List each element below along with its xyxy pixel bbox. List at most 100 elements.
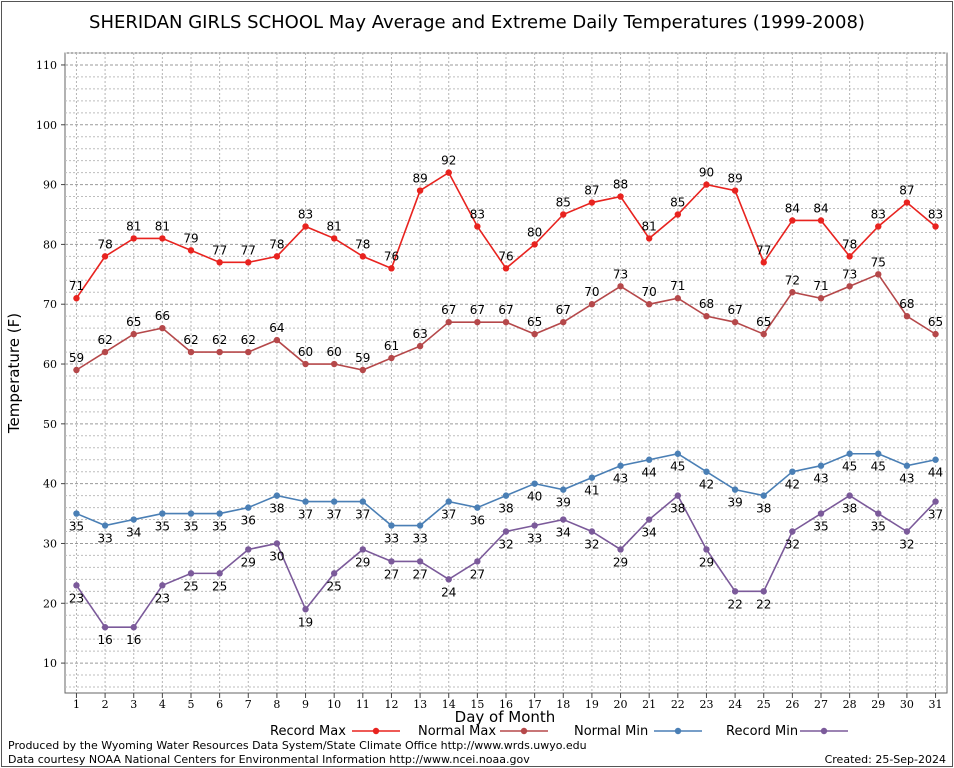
point-normal-min <box>416 522 424 529</box>
x-tick-label: 14 <box>442 698 456 711</box>
point-normal-max <box>273 336 281 344</box>
data-label-record-min: 37 <box>928 508 943 522</box>
data-label-record-min: 33 <box>527 532 542 546</box>
x-tick-label: 12 <box>384 698 398 711</box>
point-record-min <box>703 546 710 553</box>
data-label-record-max: 76 <box>498 249 513 263</box>
data-label-normal-max: 59 <box>355 351 370 365</box>
point-record-max <box>330 235 338 242</box>
point-normal-min <box>932 456 939 463</box>
point-normal-min <box>617 462 624 469</box>
point-record-max <box>789 217 796 224</box>
data-label-record-min: 35 <box>871 520 886 534</box>
x-tick-label: 22 <box>671 698 685 711</box>
point-record-min <box>731 588 739 595</box>
footer-produced-by: Produced by the Wyoming Water Resources … <box>8 739 587 752</box>
data-label-normal-min: 35 <box>212 520 227 534</box>
point-normal-max <box>73 366 80 374</box>
x-tick-label: 29 <box>871 698 885 711</box>
point-record-max <box>73 295 80 302</box>
data-label-normal-max: 64 <box>269 321 284 335</box>
data-labels: 71 78 81 81 79 77 77 78 83 81 78 76 89 92 83 76 80 85 87 88… <box>69 154 943 648</box>
legend: Record Max Normal Max Normal Min Record Min <box>270 724 848 739</box>
legend-marker-normal-min <box>674 727 682 735</box>
point-record-max <box>502 265 510 272</box>
legend-label-record-max: Record Max <box>270 724 346 739</box>
point-normal-min <box>159 510 166 517</box>
point-record-max <box>416 187 424 194</box>
data-label-normal-max: 67 <box>727 303 742 317</box>
data-label-normal-min: 45 <box>670 460 685 474</box>
x-tick-label: 17 <box>528 698 542 711</box>
point-normal-min <box>216 510 223 517</box>
point-record-max <box>760 259 767 266</box>
y-tick-label: 60 <box>43 358 57 371</box>
data-label-normal-max: 70 <box>584 285 599 299</box>
x-tick-label: 1 <box>73 698 80 711</box>
data-label-normal-min: 39 <box>727 496 742 510</box>
data-label-record-max: 87 <box>584 184 599 198</box>
data-label-record-min: 34 <box>642 526 657 540</box>
legend-label-record-min: Record Min <box>726 724 798 739</box>
data-label-normal-min: 36 <box>470 514 485 528</box>
legend-label-normal-max: Normal Max <box>418 724 496 739</box>
data-label-record-max: 71 <box>69 279 84 293</box>
point-normal-min <box>560 486 567 493</box>
point-normal-max <box>588 301 596 308</box>
data-label-normal-max: 62 <box>97 333 112 347</box>
data-label-record-min: 30 <box>269 549 284 563</box>
data-label-normal-min: 37 <box>441 508 456 522</box>
data-label-record-max: 83 <box>470 207 485 221</box>
data-label-normal-min: 38 <box>498 502 513 516</box>
data-label-normal-min: 37 <box>327 508 342 522</box>
data-label-record-max: 80 <box>527 225 542 239</box>
point-record-min <box>273 540 281 547</box>
data-label-normal-min: 42 <box>699 478 714 492</box>
y-tick-label: 90 <box>43 179 57 192</box>
data-label-normal-max: 65 <box>527 315 542 329</box>
point-record-max <box>903 199 911 206</box>
point-normal-min <box>273 492 281 499</box>
point-record-min <box>216 570 223 577</box>
data-label-normal-min: 41 <box>584 484 599 498</box>
point-record-min <box>903 528 911 535</box>
point-normal-max <box>445 318 452 326</box>
data-label-record-min: 29 <box>241 555 256 569</box>
data-label-normal-max: 67 <box>441 303 456 317</box>
data-label-record-max: 83 <box>298 207 313 221</box>
point-normal-max <box>789 289 796 296</box>
point-record-max <box>932 223 939 230</box>
point-record-min <box>789 528 796 535</box>
data-label-record-min: 25 <box>183 579 198 593</box>
data-label-normal-max: 75 <box>871 255 886 269</box>
point-record-max <box>703 181 710 188</box>
x-tick-label: 20 <box>614 698 628 711</box>
data-label-record-min: 22 <box>727 597 742 611</box>
x-tick-label: 13 <box>413 698 427 711</box>
data-label-normal-min: 45 <box>871 460 886 474</box>
data-label-record-min: 19 <box>298 615 313 629</box>
legend-marker-record-min <box>820 727 828 735</box>
legend-marker-normal-max <box>520 727 528 735</box>
x-tick-label: 24 <box>728 698 742 711</box>
point-record-max <box>101 253 109 260</box>
point-normal-max <box>817 295 825 302</box>
point-normal-max <box>531 330 538 338</box>
point-record-min <box>674 492 682 499</box>
data-label-record-min: 25 <box>212 579 227 593</box>
point-normal-max <box>330 360 338 368</box>
point-record-max <box>159 235 166 242</box>
point-record-min <box>875 510 882 517</box>
data-label-normal-max: 62 <box>241 333 256 347</box>
data-label-record-min: 34 <box>556 526 571 540</box>
x-tick-label: 23 <box>699 698 713 711</box>
data-label-normal-min: 33 <box>97 532 112 546</box>
data-label-record-min: 22 <box>756 597 771 611</box>
point-normal-min <box>846 450 853 457</box>
data-label-normal-min: 42 <box>785 478 800 492</box>
point-normal-max <box>760 330 767 338</box>
x-tick-label: 10 <box>327 698 341 711</box>
data-label-record-min: 27 <box>470 567 485 581</box>
point-normal-min <box>760 492 767 499</box>
